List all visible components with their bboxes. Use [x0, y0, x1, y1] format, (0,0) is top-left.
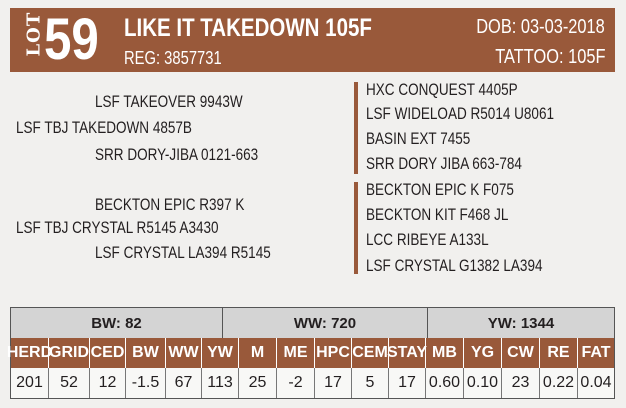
epd-table: BW: 82 WW: 720 YW: 1344 HERD GRID CED BW WW Y…: [7, 307, 615, 399]
animal-name: LIKE IT TAKEDOWN 105F: [124, 14, 372, 42]
epd-header-stay: STAY: [387, 338, 427, 368]
epd-header-fat: FAT: [581, 344, 611, 361]
epd-header-yg: YG: [464, 338, 502, 368]
epd-value-ced: 12: [90, 368, 126, 398]
epd-header-yw: YW: [202, 338, 239, 368]
epd-value-stay: 17: [389, 368, 426, 398]
epd-header-ced: CED: [90, 338, 126, 368]
epd-value-ww: 67: [166, 368, 202, 398]
epd-header-hpc: HPC: [315, 338, 352, 368]
lot-label: LOT: [23, 11, 45, 57]
epd-value-re: 0.22: [540, 368, 578, 398]
dam-dam: LSF CRYSTAL LA394 R5145: [95, 244, 271, 262]
ancestor: LSF WIDELOAD R5014 U8061: [366, 105, 555, 123]
epd-value-yw: 113: [202, 368, 239, 398]
epd-value-m: 25: [239, 368, 277, 398]
sire-dam: SRR DORY-JIBA 0121-663: [95, 146, 259, 164]
weight-row: BW: 82 WW: 720 YW: 1344: [11, 308, 614, 338]
date-of-birth: DOB: 03-03-2018: [476, 16, 605, 38]
sire-side-divider: [354, 82, 358, 174]
dam-side-divider: [354, 182, 358, 274]
ancestor: BECKTON EPIC K F075: [366, 181, 514, 199]
epd-value-herd: 201: [11, 368, 49, 398]
ancestor: LCC RIBEYE A133L: [366, 231, 489, 249]
epd-value-yg: 0.10: [464, 368, 502, 398]
yearling-weight: YW: 1344: [487, 314, 555, 332]
epd-value-me: -2: [277, 368, 315, 398]
epd-value-fat: 0.04: [580, 374, 612, 391]
epd-header-ww: WW: [166, 338, 202, 368]
epd-value-bw: -1.5: [126, 368, 166, 398]
epd-header-grid: GRID: [49, 338, 90, 368]
lot-header-banner: LOT 59 LIKE IT TAKEDOWN 105F REG: 385773…: [10, 8, 615, 72]
birth-weight: BW: 82: [11, 308, 223, 338]
tattoo: TATTOO: 105F: [494, 46, 605, 68]
lot-number: 59: [44, 7, 99, 72]
epd-header-re: RE: [540, 338, 578, 368]
dam-sire: BECKTON EPIC R397 K: [95, 196, 245, 214]
epd-header-bw: BW: [126, 338, 166, 368]
epd-value-cw: 23: [502, 368, 540, 398]
sire: LSF TBJ TAKEDOWN 4857B: [16, 119, 192, 137]
epd-header-me: ME: [277, 338, 315, 368]
epd-header-mb: MB: [426, 338, 464, 368]
ancestor: SRR DORY JIBA 663-784: [366, 155, 522, 173]
ancestor: HXC CONQUEST 4405P: [366, 81, 518, 99]
epd-value-row: 201 52 12 -1.5 67 113 25 -2 17 5 17 0.60 0.10 23 0.22 0…: [11, 368, 614, 398]
ancestor: LSF CRYSTAL G1382 LA394: [366, 257, 543, 275]
registration-number: REG: 3857731: [124, 48, 222, 68]
epd-value-cem: 5: [352, 368, 389, 398]
dam: LSF TBJ CRYSTAL R5145 A3430: [16, 219, 219, 237]
epd-header-cem: CEM: [352, 338, 389, 368]
epd-value-mb: 0.60: [426, 368, 464, 398]
epd-header-cw: CW: [502, 338, 540, 368]
ancestor: BECKTON KIT F468 JL: [366, 206, 509, 224]
weaning-weight: WW: 720: [223, 308, 428, 338]
epd-header-herd: HERD: [7, 338, 52, 368]
epd-header-m: M: [239, 338, 277, 368]
epd-value-grid: 52: [49, 368, 90, 398]
sire-sire: LSF TAKEOVER 9943W: [95, 93, 243, 111]
ancestor: BASIN EXT 7455: [366, 130, 471, 148]
epd-value-hpc: 17: [315, 368, 352, 398]
epd-header-row: HERD GRID CED BW WW YW M ME HPC CEM STAY MB YG CW RE FA…: [7, 338, 614, 368]
